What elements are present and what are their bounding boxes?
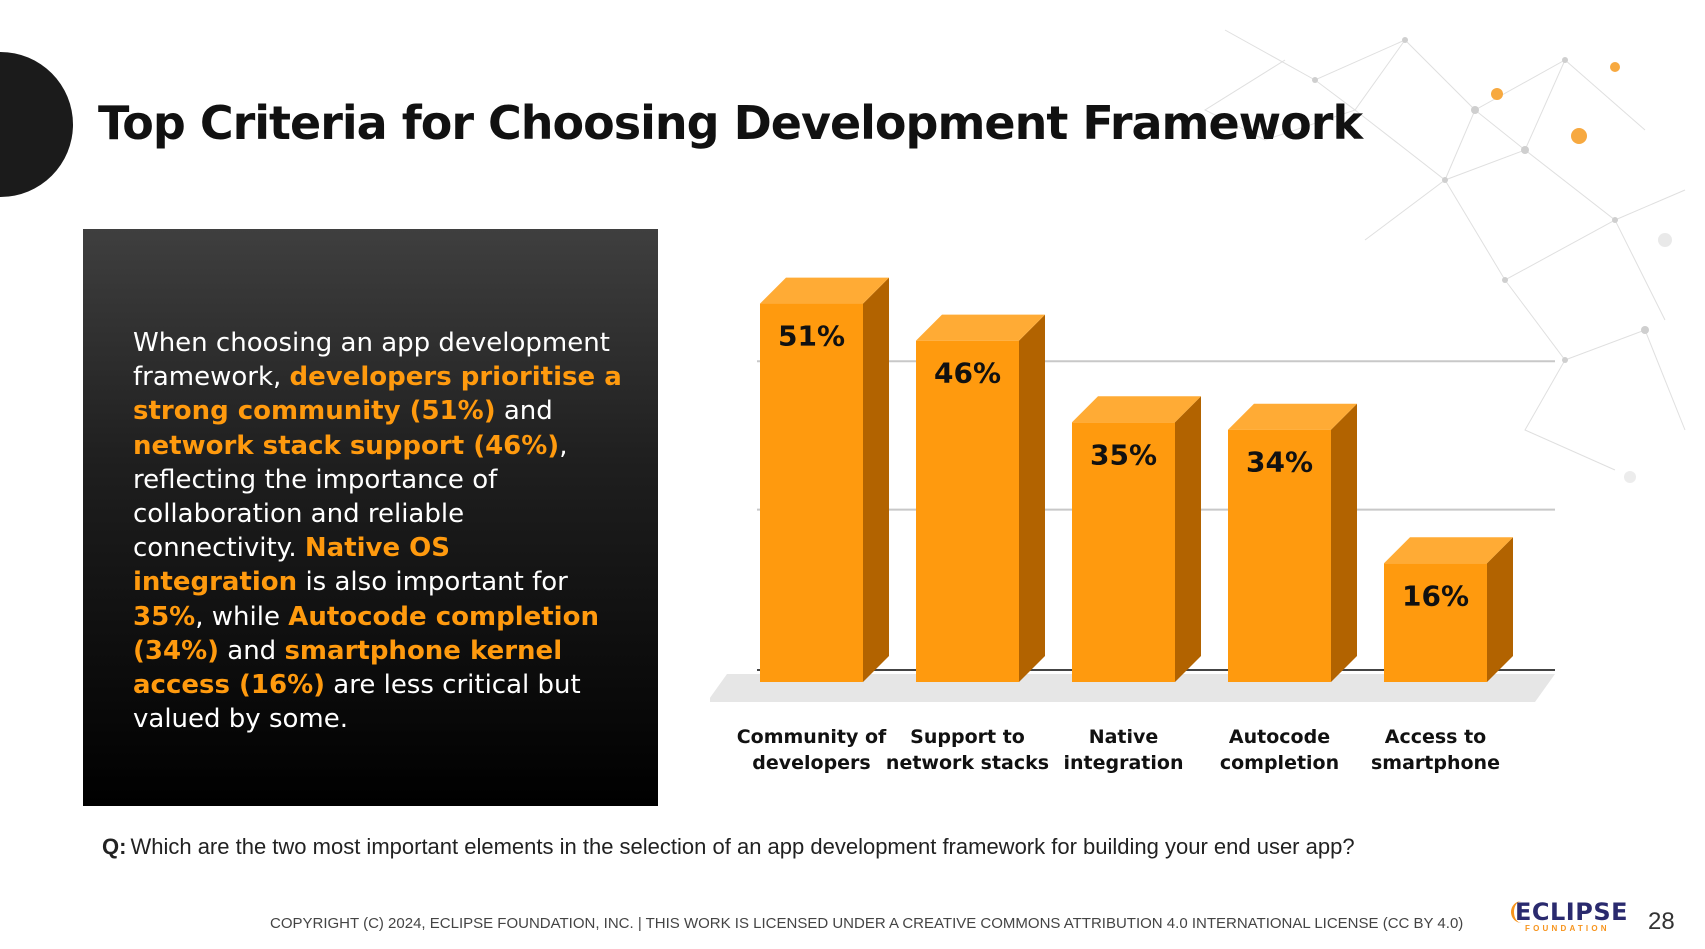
logo-wordmark: ECLIPSE	[1515, 898, 1628, 926]
bar	[1384, 563, 1487, 682]
bar	[1228, 429, 1331, 682]
category-label: developers	[752, 752, 871, 774]
bar-side	[1019, 314, 1045, 682]
category-label: Autocode	[1229, 726, 1330, 748]
summary-text-part: and	[495, 396, 553, 427]
bar-side	[863, 277, 889, 682]
summary-highlight: network stack support (46%)	[133, 430, 560, 461]
summary-text-part: is also important for	[297, 567, 568, 598]
copyright-footer: COPYRIGHT (C) 2024, ECLIPSE FOUNDATION, …	[270, 915, 1464, 932]
category-label: behind	[775, 778, 849, 780]
summary-highlight: developers prioritise a strong community…	[133, 362, 622, 427]
category-label: Support to	[910, 726, 1025, 748]
summary-text-part: , reflecting the importance of collabora…	[133, 430, 568, 564]
summary-text-part: and	[219, 635, 285, 666]
bar	[1072, 422, 1175, 682]
summary-text-part: When choosing an app development framewo…	[133, 328, 610, 393]
survey-question: Q: Which are the two most important eleme…	[102, 834, 1355, 860]
summary-highlight: smartphone kernel access (16%)	[133, 635, 563, 701]
bar-value-label: 51%	[778, 320, 845, 353]
bar-top	[760, 277, 889, 304]
summary-text-part: , while	[195, 601, 289, 632]
summary-highlight: 35%	[133, 601, 196, 632]
question-text: Which are the two most important element…	[130, 834, 1355, 859]
category-label: kernel	[1402, 778, 1469, 780]
category-label: Community of	[737, 726, 887, 748]
eclipse-foundation-logo: ECLIPSE FOUNDATION	[1511, 898, 1628, 934]
bar	[916, 340, 1019, 682]
summary-text: When choosing an app development framewo…	[133, 326, 623, 736]
page-title: Top Criteria for Choosing Development Fr…	[98, 96, 1363, 150]
bar-top	[1072, 396, 1201, 423]
category-label: network stacks	[886, 752, 1049, 774]
bar-value-label: 46%	[934, 357, 1001, 390]
question-prefix: Q:	[102, 834, 127, 859]
logo-subtitle: FOUNDATION	[1525, 924, 1610, 933]
corner-circle-decoration	[0, 52, 73, 197]
bar-side	[1487, 537, 1513, 682]
summary-highlight: Native OS integration	[133, 533, 450, 598]
bar-chart-svg: 51% Community of developers behind 46% Suppor…	[710, 277, 1555, 780]
category-label: completion	[1220, 752, 1339, 774]
bar-top	[1228, 403, 1357, 430]
bar-side	[1175, 396, 1201, 682]
category-label: smartphone	[1371, 752, 1500, 774]
summary-panel: When choosing an app development framewo…	[83, 229, 658, 806]
category-label: with device OS	[1044, 778, 1203, 780]
bar	[760, 303, 863, 682]
bar-value-label: 16%	[1402, 579, 1469, 612]
page-number: 28	[1648, 908, 1675, 935]
category-label: Access to	[1385, 726, 1487, 748]
category-label: integration	[1064, 752, 1184, 774]
bar-chart: 51% Community of developers behind 46% Suppor…	[710, 240, 1570, 780]
summary-text-part: are less critical but valued by some.	[133, 670, 581, 735]
network-background-decoration	[1145, 0, 1705, 520]
bar-value-label: 35%	[1090, 438, 1157, 471]
bar-top	[916, 314, 1045, 341]
bar-top	[1384, 537, 1513, 564]
bar-side	[1331, 403, 1357, 682]
category-label: Native	[1089, 726, 1159, 748]
bar-value-label: 34%	[1246, 446, 1313, 479]
summary-highlight: Autocode completion (34%)	[133, 601, 599, 666]
logo-arc-icon	[1511, 901, 1532, 923]
